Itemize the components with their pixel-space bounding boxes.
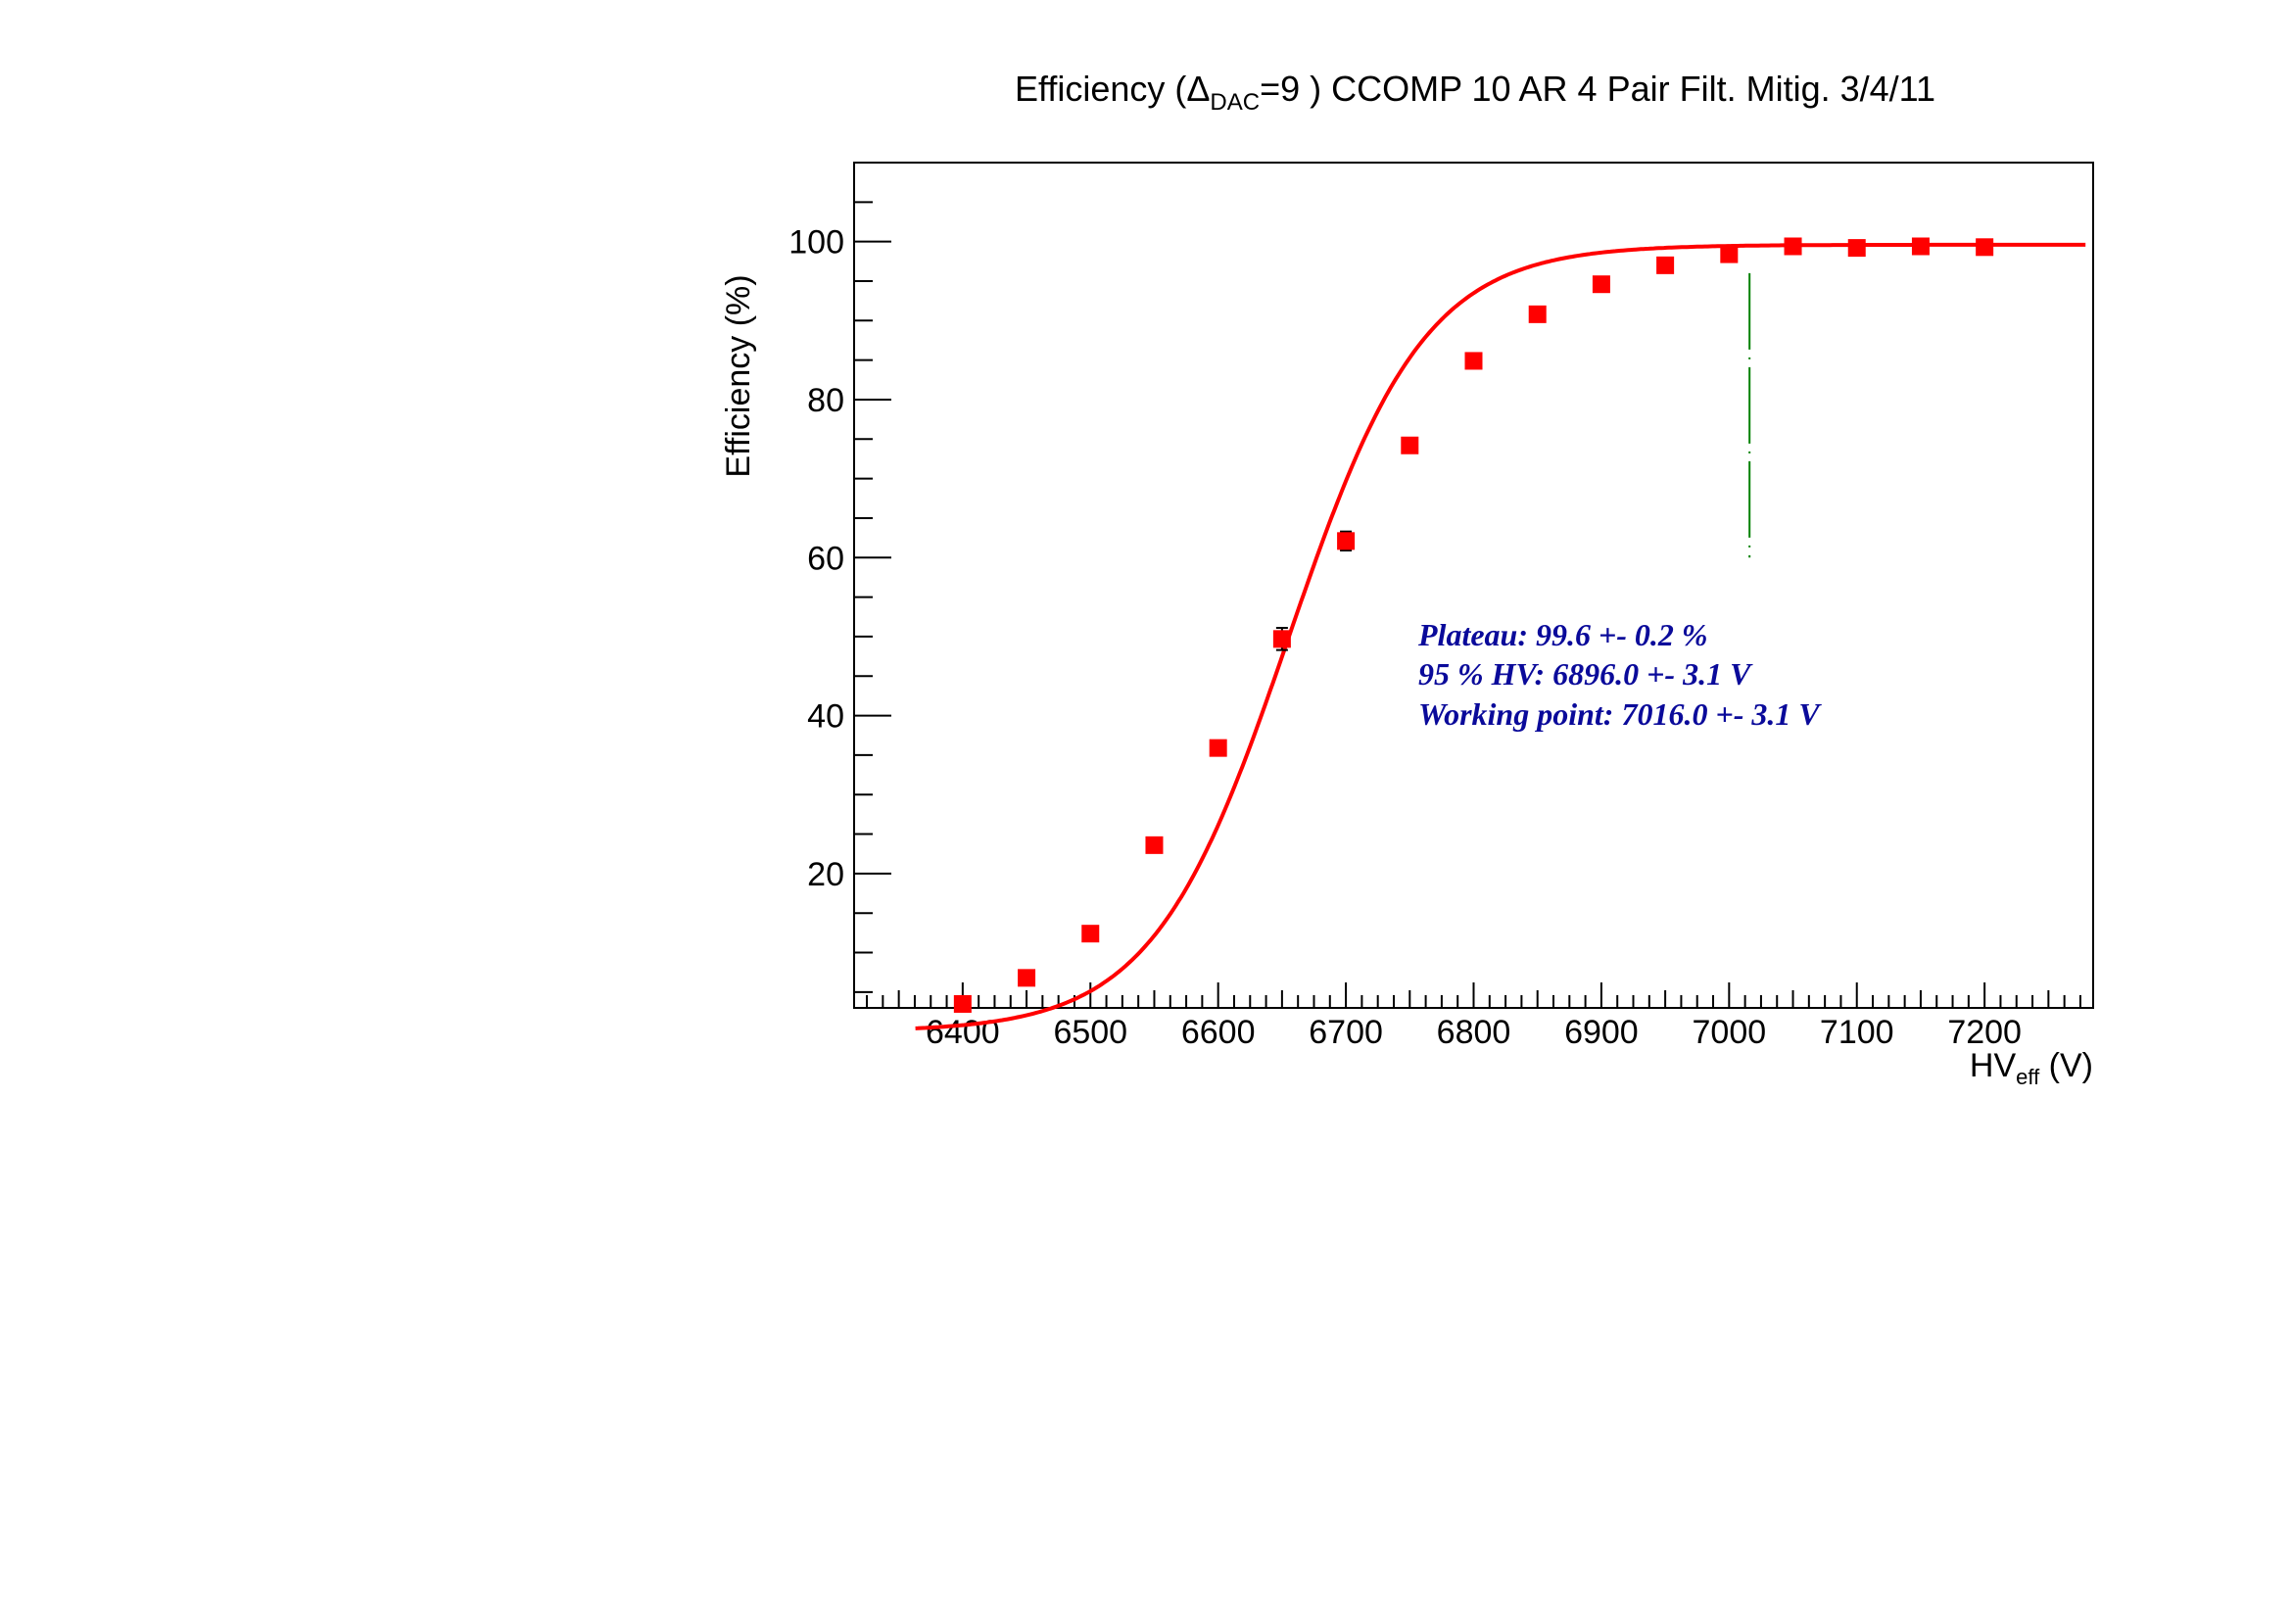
x-axis-label-unit: (V) xyxy=(2039,1047,2093,1084)
y-tick-label: 40 xyxy=(807,698,844,736)
x-tick-label: 6700 xyxy=(1309,1014,1383,1051)
y-tick-label: 20 xyxy=(807,856,844,893)
x-tick-label: 6800 xyxy=(1437,1014,1511,1051)
fit-curve-group xyxy=(915,242,2086,1030)
data-point xyxy=(1528,305,1547,323)
chart-title-post: =9 ) CCOMP 10 AR 4 Pair Filt. Mitig. 3/4… xyxy=(1260,69,1935,109)
x-tick-label: 6500 xyxy=(1053,1014,1127,1051)
x-tick-label: 7100 xyxy=(1820,1014,1894,1051)
chart-title-pre: Efficiency ( xyxy=(1015,69,1186,109)
x-axis-label-sub: eff xyxy=(2016,1065,2040,1089)
x-tick-label: 6400 xyxy=(926,1014,1000,1051)
data-point xyxy=(1847,239,1866,258)
data-point xyxy=(1784,237,1802,256)
data-point xyxy=(1464,352,1483,370)
x-tick-label: 7000 xyxy=(1693,1014,1767,1051)
chart-title-delta: Δ xyxy=(1186,69,1210,109)
data-points-group xyxy=(953,237,1994,1013)
x-tick-label: 7200 xyxy=(1947,1014,2022,1051)
y-tick-label: 60 xyxy=(807,540,844,577)
data-point xyxy=(953,994,972,1013)
chart-title-delta-sub: DAC xyxy=(1210,89,1260,116)
axis-tick-labels: 6400 6500 6600 6700 6800 6900 7000 7100 7200 20 40… xyxy=(788,224,2022,1051)
axis-ticks xyxy=(854,162,2081,1008)
plot-frame xyxy=(853,162,2094,1009)
data-point xyxy=(1337,532,1356,550)
data-point xyxy=(1592,275,1610,294)
data-point xyxy=(1401,436,1419,454)
chart-title: Efficiency (ΔDAC=9 ) CCOMP 10 AR 4 Pair … xyxy=(1015,69,1935,116)
y-tick-label: 80 xyxy=(807,382,844,419)
fit-stats: Plateau: 99.6 +- 0.2 % 95 % HV: 6896.0 +… xyxy=(1417,617,1822,732)
data-point xyxy=(1656,256,1675,274)
data-point xyxy=(1976,238,1994,257)
data-point xyxy=(1209,739,1227,757)
x-axis-label-main: HV xyxy=(1970,1047,2017,1084)
data-point xyxy=(1018,969,1036,987)
data-point xyxy=(1720,245,1739,263)
y-tick-label: 100 xyxy=(788,224,844,262)
x-tick-label: 6900 xyxy=(1564,1014,1639,1051)
data-point xyxy=(1081,925,1100,943)
data-point xyxy=(1272,630,1291,648)
data-point xyxy=(1145,836,1164,854)
data-point xyxy=(1911,237,1930,256)
stats-working-point: Working point: 7016.0 +- 3.1 V xyxy=(1418,696,1822,732)
x-axis-label: HVeff (V) xyxy=(1970,1047,2093,1089)
stats-95hv: 95 % HV: 6896.0 +- 3.1 V xyxy=(1418,656,1753,692)
stats-plateau: Plateau: 99.6 +- 0.2 % xyxy=(1417,617,1708,652)
y-axis-label: Efficiency (%) xyxy=(720,274,757,477)
fit-curve xyxy=(915,242,2086,1030)
x-tick-label: 6600 xyxy=(1181,1014,1256,1051)
